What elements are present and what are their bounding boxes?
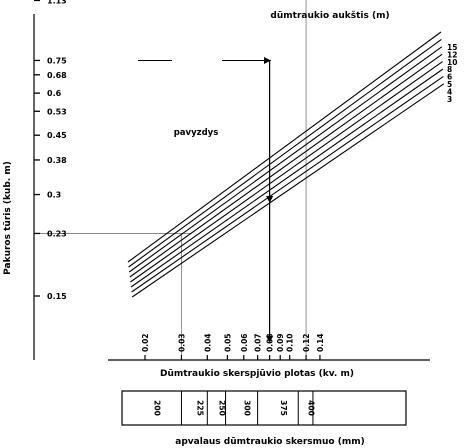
example-annotation: pavyzdys: [138, 56, 274, 343]
y-ticks: 2.251.51.130.750.680.60.530.450.380.30.2…: [34, 0, 67, 301]
diameter-table-border: [121, 390, 407, 426]
height-curve: [128, 38, 442, 268]
y-tick-label: 0.38: [47, 156, 67, 165]
y-tick-label: 0.23: [47, 229, 67, 238]
x-tick-label: 0.04: [203, 333, 212, 352]
x-tick-label: 0.07: [254, 333, 263, 352]
x-tick-label: 0.03: [177, 333, 186, 352]
y-tick-label: 0.53: [47, 107, 67, 116]
x-tick-label: 0.09: [276, 333, 285, 352]
curve-label: 12: [447, 50, 457, 59]
diameter-table: 200 225 250 300 375 400: [121, 390, 407, 426]
curve-label: 3: [447, 95, 452, 104]
diameter-cell: 375: [279, 400, 288, 416]
curve-label: 6: [447, 73, 452, 82]
y-tick-label: 0.3: [47, 191, 61, 200]
x-tick-label: 0.06: [240, 333, 249, 352]
y-tick-label: 0.6: [47, 89, 62, 98]
x-tick-label: 0.08: [266, 333, 275, 352]
example-arrow-head: [264, 56, 271, 64]
curve-label: 15: [447, 43, 457, 52]
height-curve: [130, 61, 443, 283]
example-label: pavyzdys: [174, 128, 219, 138]
x-tick-label: 0.10: [286, 333, 295, 352]
x-ticks: 0.02 0.03 0.04 0.05 0.06 0.07 0.08 0.09 0.10 0.12…: [141, 333, 325, 360]
chimney-height-curves: [127, 31, 445, 298]
curve-label: 4: [447, 87, 452, 96]
height-curve: [131, 75, 444, 293]
height-curve: [127, 31, 442, 263]
x-tick-label: 0.14: [316, 333, 325, 352]
diameter-cell: 250: [217, 400, 226, 416]
y-tick-label: 0.75: [47, 56, 67, 65]
diameter-cell: 200: [153, 400, 162, 416]
example-arrow-head: [266, 336, 274, 343]
y-tick-label: 0.15: [47, 292, 67, 301]
height-curve: [129, 53, 443, 278]
curve-label: 10: [447, 58, 457, 67]
y-axis-label: Pakuros tūris (kub. m): [3, 161, 13, 275]
curve-label: 8: [447, 65, 452, 74]
height-curve: [131, 83, 445, 298]
diameter-cell: 300: [243, 400, 252, 416]
y-tick-label: 0.45: [47, 131, 67, 140]
height-curve: [128, 46, 443, 273]
x-tick-label: 0.02: [141, 333, 150, 352]
diameter-cell: 225: [195, 400, 204, 416]
height-curve: [130, 68, 444, 288]
curve-label: 5: [447, 80, 452, 89]
chart-title: dūmtraukio aukštis (m): [270, 10, 389, 21]
example-arrow-head: [266, 196, 274, 203]
diameter-cell: 400: [307, 400, 316, 416]
diameter-table-title: apvalaus dūmtraukio skersmuo (mm): [175, 437, 364, 447]
y-tick-label: 1.13: [47, 0, 67, 5]
y-tick-label: 0.68: [47, 71, 67, 80]
x-axis-label: Dūmtraukio skerspjūvio plotas (kv. m): [160, 369, 354, 379]
x-tick-label: 0.12: [302, 333, 311, 352]
x-tick-label: 0.05: [223, 333, 232, 352]
axes: [33, 14, 430, 361]
reference-lines: [34, 0, 307, 360]
